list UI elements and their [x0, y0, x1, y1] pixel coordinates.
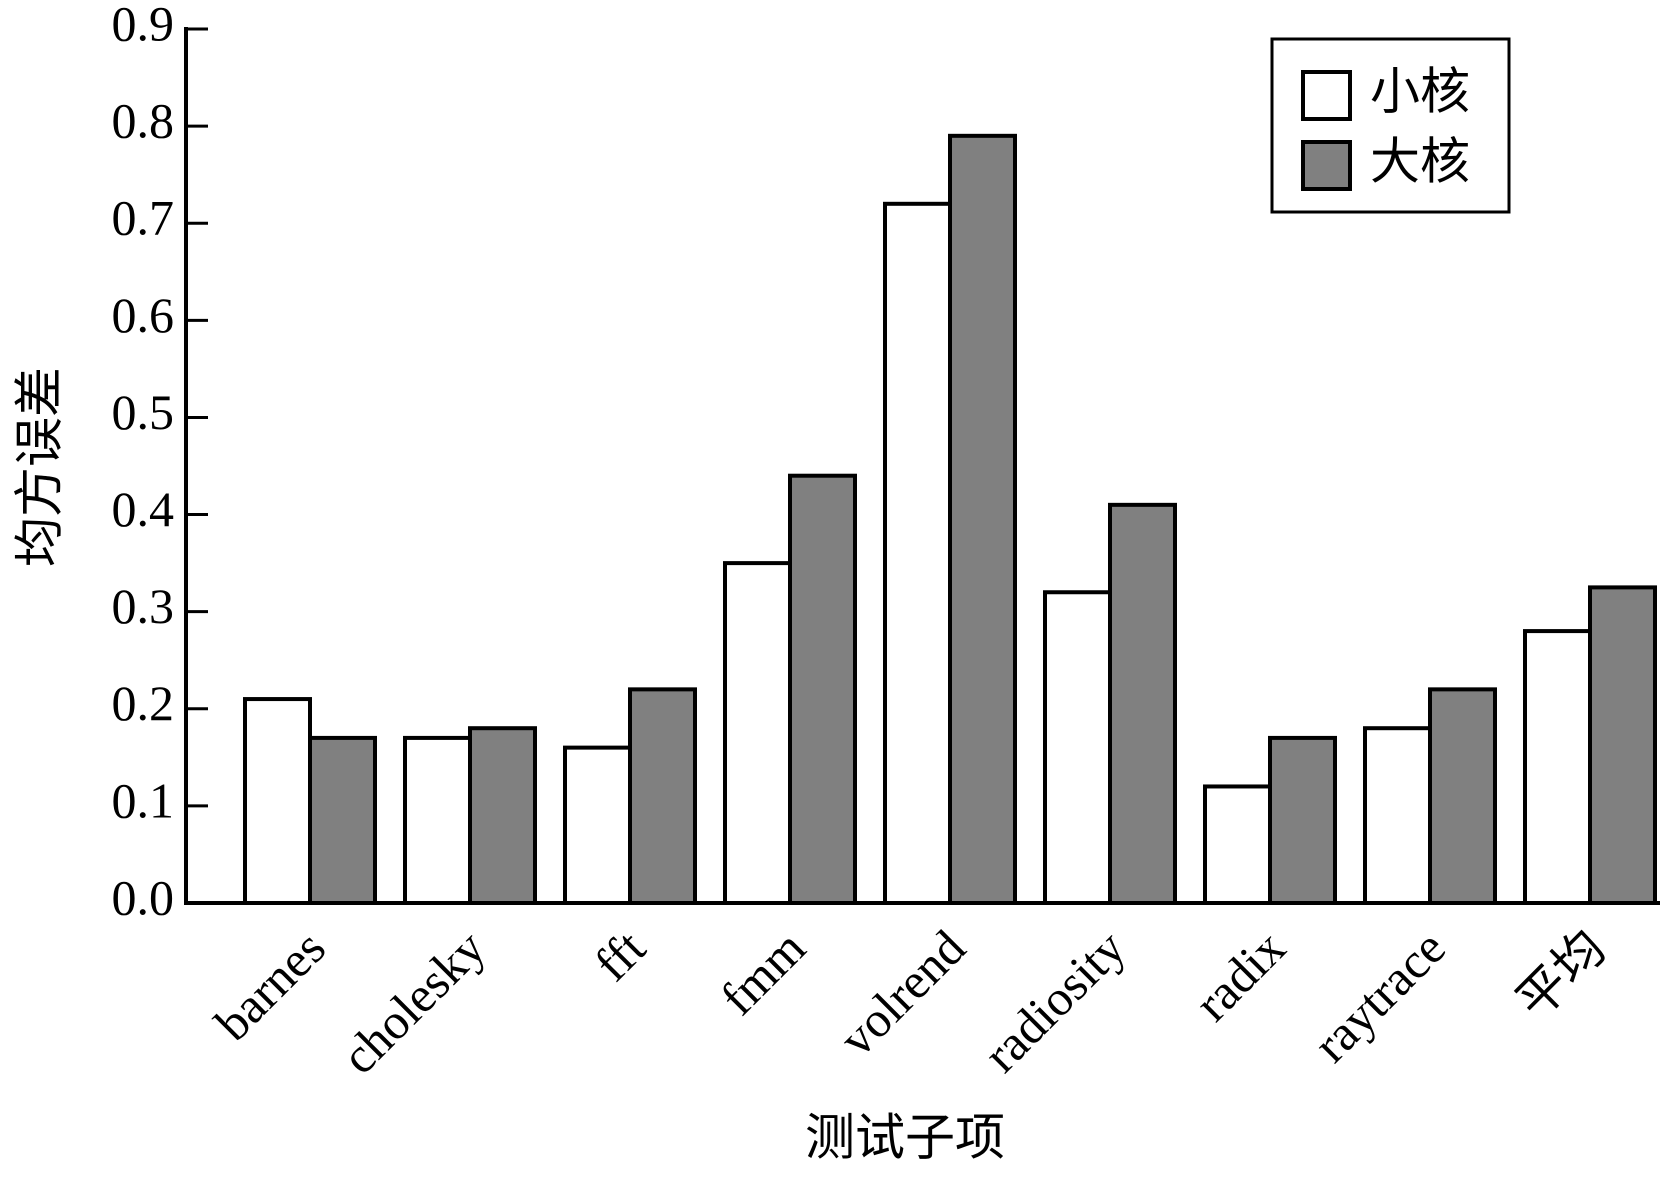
x-tick-label: volrend [828, 919, 976, 1067]
bar [628, 687, 697, 905]
bar [1203, 784, 1272, 906]
y-tick-label: 0.8 [112, 93, 175, 149]
bar [1523, 629, 1592, 905]
bar [243, 697, 312, 905]
bar [563, 745, 632, 905]
bar [948, 133, 1017, 906]
legend-label: 大核 [1370, 133, 1470, 189]
x-tick-label: 平均 [1506, 919, 1616, 1029]
bar [1268, 735, 1337, 906]
x-tick-label: cholesky [331, 919, 496, 1084]
y-tick-label: 0.0 [112, 869, 175, 925]
bar [308, 735, 377, 906]
y-tick-label: 0.2 [112, 675, 175, 731]
bar [1428, 687, 1497, 905]
x-tick-label: radix [1184, 919, 1296, 1031]
y-tick-label: 0.3 [112, 578, 175, 634]
legend-swatch [1301, 70, 1352, 121]
x-tick-label: barnes [204, 919, 336, 1051]
x-tick-label: fmm [710, 919, 816, 1025]
x-tick-label: fft [584, 919, 656, 991]
y-axis-label: 均方误差 [11, 367, 67, 567]
y-tick-label: 0.4 [112, 481, 175, 537]
y-tick-label: 0.1 [112, 772, 175, 828]
y-tick-label: 0.6 [112, 287, 175, 343]
bar [468, 726, 537, 906]
bar [788, 473, 857, 905]
y-tick-label: 0.9 [112, 0, 175, 51]
legend-swatch [1301, 140, 1352, 191]
y-tick-label: 0.7 [112, 190, 175, 246]
legend-label: 小核 [1370, 63, 1470, 119]
bar [1043, 590, 1112, 905]
x-tick-label: raytrace [1302, 919, 1455, 1072]
bar [1588, 585, 1657, 906]
bar [883, 201, 952, 906]
bar [1363, 726, 1432, 906]
bar [723, 561, 792, 905]
x-tick-label: radiosity [973, 919, 1136, 1082]
bar [403, 735, 472, 906]
x-axis-label: 测试子项 [805, 1109, 1005, 1165]
bar [1108, 502, 1177, 905]
y-tick-label: 0.5 [112, 384, 175, 440]
